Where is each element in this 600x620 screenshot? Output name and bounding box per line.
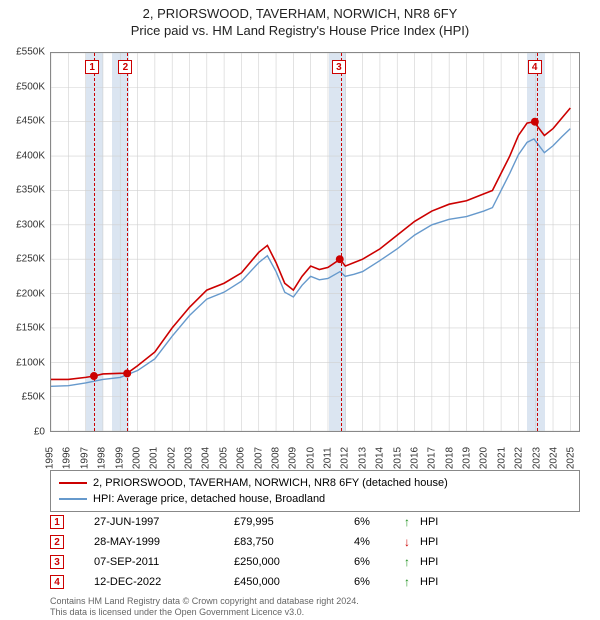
x-axis-label: 1999 — [114, 447, 125, 469]
x-axis-label: 2013 — [357, 447, 368, 469]
y-axis-label: £100K — [5, 357, 45, 368]
trade-marker-box: 1 — [50, 515, 64, 529]
trade-marker-box: 3 — [50, 555, 64, 569]
x-axis-label: 2019 — [462, 447, 473, 469]
trade-pct: 4% — [354, 536, 404, 548]
trade-row: 2 28-MAY-1999£83,7504%↓HPI — [50, 532, 580, 552]
legend-label-hpi: HPI: Average price, detached house, Broa… — [93, 493, 325, 505]
x-axis-label: 2025 — [566, 447, 577, 469]
x-axis-label: 2015 — [392, 447, 403, 469]
chart-title: 2, PRIORSWOOD, TAVERHAM, NORWICH, NR8 6F… — [0, 6, 600, 21]
y-axis-label: £400K — [5, 150, 45, 161]
trade-pct: 6% — [354, 516, 404, 528]
trade-price: £450,000 — [234, 576, 354, 588]
x-axis-label: 2018 — [444, 447, 455, 469]
x-axis-label: 2024 — [548, 447, 559, 469]
trade-arrow-icon: ↑ — [404, 515, 420, 529]
sale-marker-line — [94, 53, 95, 431]
trade-price: £79,995 — [234, 516, 354, 528]
x-axis-label: 2000 — [131, 447, 142, 469]
y-axis-label: £500K — [5, 81, 45, 92]
trade-date: 12-DEC-2022 — [94, 576, 234, 588]
y-axis-label: £150K — [5, 323, 45, 334]
y-axis-label: £250K — [5, 254, 45, 265]
sale-marker-line — [341, 53, 342, 431]
x-axis-label: 2016 — [409, 447, 420, 469]
sale-marker-line — [537, 53, 538, 431]
legend-item-property: 2, PRIORSWOOD, TAVERHAM, NORWICH, NR8 6F… — [59, 475, 571, 491]
y-axis-label: £0 — [5, 427, 45, 438]
y-axis-label: £200K — [5, 288, 45, 299]
trade-arrow-icon: ↑ — [404, 575, 420, 589]
x-axis-label: 2021 — [496, 447, 507, 469]
legend-label-property: 2, PRIORSWOOD, TAVERHAM, NORWICH, NR8 6F… — [93, 477, 448, 489]
footer-line-1: Contains HM Land Registry data © Crown c… — [50, 596, 359, 607]
x-axis-label: 2003 — [184, 447, 195, 469]
x-axis-label: 1995 — [45, 447, 56, 469]
x-axis-label: 2005 — [218, 447, 229, 469]
trade-note: HPI — [420, 516, 460, 528]
trade-row: 1 27-JUN-1997£79,9956%↑HPI — [50, 512, 580, 532]
chart-subtitle: Price paid vs. HM Land Registry's House … — [0, 23, 600, 38]
x-axis-label: 2009 — [288, 447, 299, 469]
trade-note: HPI — [420, 576, 460, 588]
sale-marker-box: 2 — [118, 60, 132, 74]
legend-box: 2, PRIORSWOOD, TAVERHAM, NORWICH, NR8 6F… — [50, 470, 580, 512]
trade-date: 27-JUN-1997 — [94, 516, 234, 528]
trade-pct: 6% — [354, 556, 404, 568]
trade-arrow-icon: ↓ — [404, 535, 420, 549]
footer-line-2: This data is licensed under the Open Gov… — [50, 607, 359, 618]
trade-row: 4 12-DEC-2022£450,0006%↑HPI — [50, 572, 580, 592]
x-axis-label: 2006 — [236, 447, 247, 469]
sale-marker-box: 4 — [528, 60, 542, 74]
trade-price: £83,750 — [234, 536, 354, 548]
trade-row: 3 07-SEP-2011£250,0006%↑HPI — [50, 552, 580, 572]
y-axis-label: £450K — [5, 116, 45, 127]
x-axis-label: 1996 — [62, 447, 73, 469]
x-axis-label: 2022 — [514, 447, 525, 469]
legend-swatch-hpi — [59, 498, 87, 500]
y-axis-label: £50K — [5, 392, 45, 403]
trade-note: HPI — [420, 536, 460, 548]
x-axis-label: 2020 — [479, 447, 490, 469]
legend-item-hpi: HPI: Average price, detached house, Broa… — [59, 491, 571, 507]
x-axis-label: 2002 — [166, 447, 177, 469]
sale-marker-box: 3 — [332, 60, 346, 74]
x-axis-label: 2014 — [375, 447, 386, 469]
x-axis-label: 2007 — [253, 447, 264, 469]
x-axis-label: 2017 — [427, 447, 438, 469]
trade-price: £250,000 — [234, 556, 354, 568]
y-axis-label: £550K — [5, 47, 45, 58]
trade-arrow-icon: ↑ — [404, 555, 420, 569]
trade-date: 28-MAY-1999 — [94, 536, 234, 548]
y-axis-label: £350K — [5, 185, 45, 196]
x-axis-label: 2008 — [270, 447, 281, 469]
trade-marker-box: 2 — [50, 535, 64, 549]
trade-date: 07-SEP-2011 — [94, 556, 234, 568]
x-axis-label: 1997 — [79, 447, 90, 469]
x-axis-label: 2012 — [340, 447, 351, 469]
x-axis-label: 2001 — [149, 447, 160, 469]
trade-marker-box: 4 — [50, 575, 64, 589]
x-axis-label: 2010 — [305, 447, 316, 469]
x-axis-label: 2004 — [201, 447, 212, 469]
trades-table: 127-JUN-1997£79,9956%↑HPI228-MAY-1999£83… — [50, 512, 580, 592]
x-axis-label: 1998 — [97, 447, 108, 469]
y-axis-label: £300K — [5, 219, 45, 230]
trade-note: HPI — [420, 556, 460, 568]
chart-plot-area — [50, 52, 580, 432]
sale-marker-line — [127, 53, 128, 431]
x-axis-label: 2011 — [323, 447, 334, 469]
trade-pct: 6% — [354, 576, 404, 588]
legend-swatch-property — [59, 482, 87, 484]
footer-attribution: Contains HM Land Registry data © Crown c… — [50, 596, 359, 618]
sale-marker-box: 1 — [85, 60, 99, 74]
x-axis-label: 2023 — [531, 447, 542, 469]
